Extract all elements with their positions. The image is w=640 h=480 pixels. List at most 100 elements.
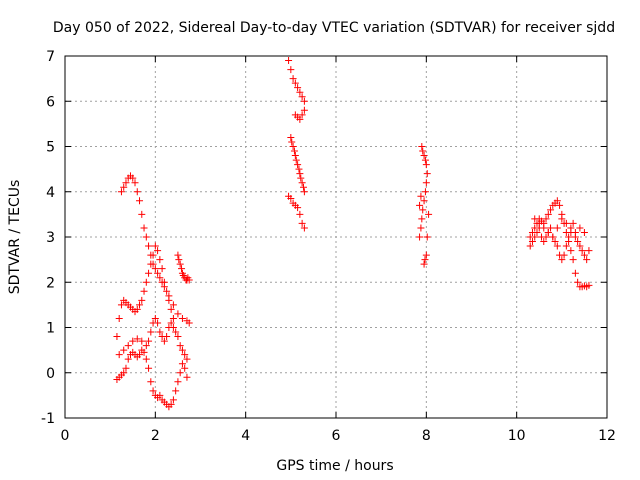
data-point: [562, 219, 570, 227]
data-point: [138, 337, 146, 345]
data-point: [145, 337, 153, 345]
y-tick-label: -1: [41, 411, 55, 427]
data-point: [142, 233, 150, 241]
data-point: [178, 265, 186, 273]
data-point: [580, 251, 588, 259]
data-point: [422, 179, 430, 187]
data-point: [133, 188, 141, 196]
data-point: [154, 319, 162, 327]
data-point: [422, 161, 430, 169]
data-point: [172, 387, 180, 395]
data-point: [138, 296, 146, 304]
x-tick-label: 4: [241, 428, 250, 444]
data-point: [425, 210, 433, 218]
data-point: [417, 192, 425, 200]
data-point: [297, 174, 305, 182]
data-point: [124, 355, 132, 363]
data-point: [420, 260, 428, 268]
data-point: [136, 351, 144, 359]
series-track-11: [526, 197, 593, 291]
data-point: [138, 210, 146, 218]
data-point: [296, 88, 304, 96]
data-point: [300, 97, 308, 105]
data-point: [558, 215, 566, 223]
data-point: [124, 342, 132, 350]
data-point: [296, 170, 304, 178]
data-point: [156, 274, 164, 282]
data-point: [133, 305, 141, 313]
data-point: [526, 242, 534, 250]
y-tick-label: 0: [46, 366, 55, 382]
data-point: [423, 233, 431, 241]
data-point: [140, 348, 148, 356]
y-tick-labels: -1 0 1 2 3 4 5 6 7: [41, 49, 55, 427]
data-point: [120, 369, 128, 377]
grid: [65, 56, 607, 418]
y-tick-label: 7: [46, 49, 55, 65]
data-point: [553, 242, 561, 250]
data-point: [183, 373, 191, 381]
y-tick-label: 3: [46, 230, 55, 246]
data-point: [158, 265, 166, 273]
data-point: [540, 238, 548, 246]
data-point: [147, 378, 155, 386]
data-point: [531, 215, 539, 223]
data-point: [167, 400, 175, 408]
data-point: [122, 364, 130, 372]
data-point: [298, 179, 306, 187]
y-tick-label: 2: [46, 275, 55, 291]
x-tick-label: 2: [151, 428, 160, 444]
data-point: [145, 242, 153, 250]
data-point: [176, 369, 184, 377]
data-point: [156, 328, 164, 336]
data-point: [174, 310, 182, 318]
data-point: [416, 201, 424, 209]
data-point: [578, 247, 586, 255]
data-point: [165, 296, 173, 304]
x-tick-label: 12: [598, 428, 616, 444]
data-point: [553, 197, 561, 205]
data-point: [129, 337, 137, 345]
data-point: [298, 93, 306, 101]
data-point: [174, 251, 182, 259]
plot-frame: [64, 55, 608, 419]
series-track-8: [285, 192, 308, 232]
data-point: [300, 188, 308, 196]
data-point: [120, 346, 128, 354]
series-track-4: [115, 314, 191, 363]
data-point: [298, 219, 306, 227]
data-point: [185, 319, 193, 327]
data-point: [163, 333, 171, 341]
data-point: [176, 260, 184, 268]
data-point: [549, 233, 557, 241]
x-axis-label: GPS time / hours: [276, 458, 393, 474]
data-point: [169, 314, 177, 322]
data-point: [287, 195, 295, 203]
data-point: [117, 188, 125, 196]
data-point: [122, 179, 130, 187]
chart-title: Day 050 of 2022, Sidereal Day-to-day VTE…: [53, 20, 615, 36]
data-point: [113, 333, 121, 341]
data-point: [285, 57, 293, 65]
data-point: [163, 287, 171, 295]
data-point: [419, 206, 427, 214]
data-point: [420, 197, 428, 205]
data-point: [169, 324, 177, 331]
data-point: [160, 278, 168, 286]
data-point: [535, 219, 543, 227]
data-point: [115, 314, 123, 322]
data-point: [181, 351, 189, 359]
data-point: [115, 351, 123, 359]
data-point: [542, 215, 550, 223]
data-point: [418, 215, 426, 223]
series-track-6: [285, 57, 308, 123]
data-point: [569, 219, 577, 227]
data-point: [178, 346, 186, 354]
y-tick-label: 6: [46, 94, 55, 110]
series-track-10: [420, 210, 433, 268]
data-point: [140, 224, 148, 232]
x-tick-label: 8: [422, 428, 431, 444]
data-point: [533, 228, 541, 236]
y-tick-label: 5: [46, 140, 55, 156]
